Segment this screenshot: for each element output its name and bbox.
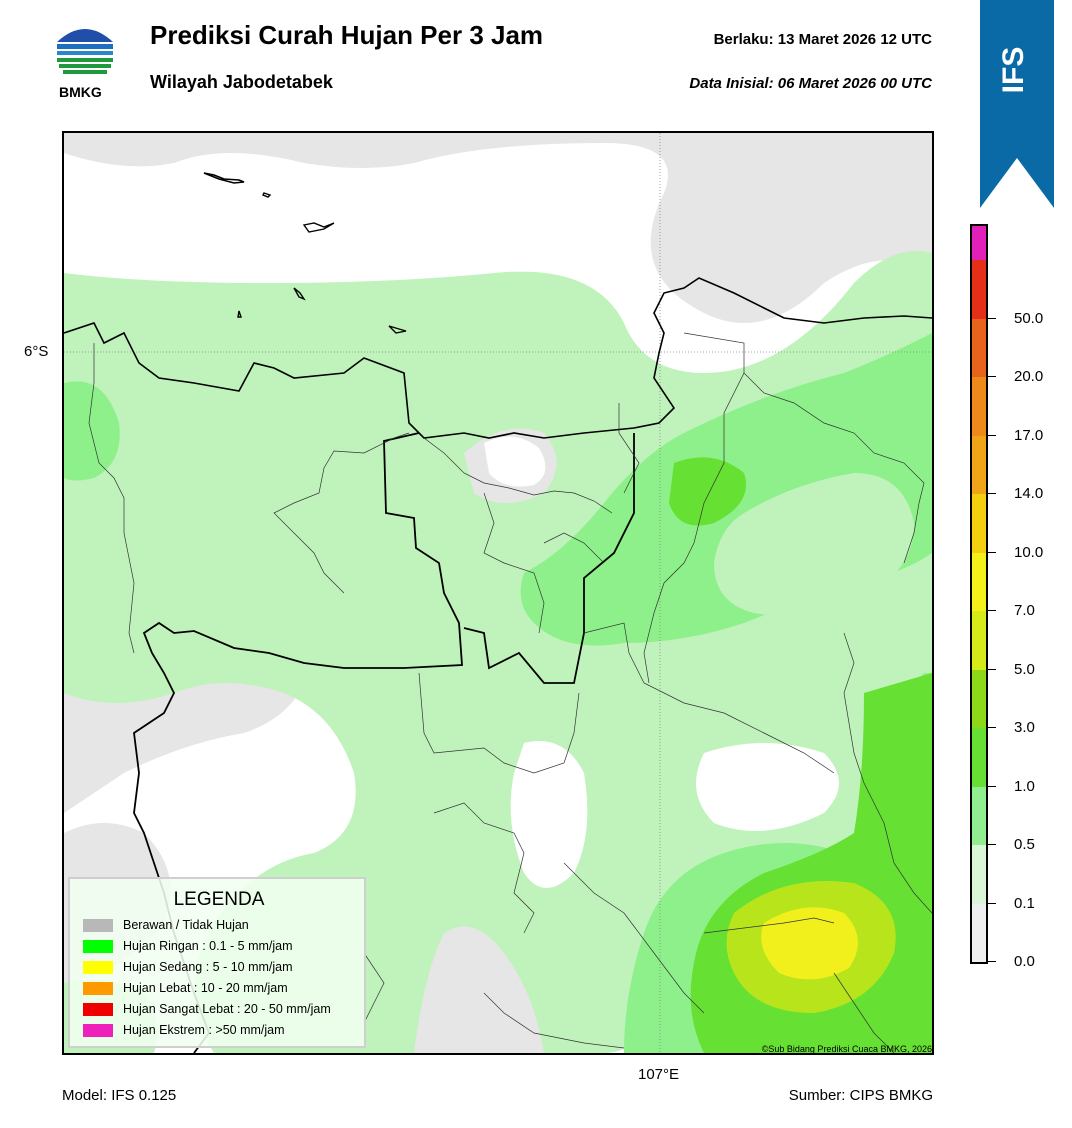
latitude-label: 6°S [24,343,49,360]
longitude-label: 107°E [638,1066,680,1083]
legend-item: Hujan Sedang : 5 - 10 mm/jam [83,959,293,975]
colorbar-tick [986,844,996,845]
legend-item-label: Hujan Lebat : 10 - 20 mm/jam [123,981,288,995]
colorbar-segment [972,669,986,728]
ribbon-shape-icon [980,0,1054,208]
colorbar-segment [972,611,986,670]
colorbar-tick [986,493,996,494]
colorbar-tick [986,551,996,553]
page-title: Prediksi Curah Hujan Per 3 Jam [150,20,544,50]
colorbar-segment [972,377,986,436]
colorbar-tick-label: 10.0 [1014,543,1044,561]
colorbar-tick-label: 7.0 [1014,602,1035,619]
model-info: Model: IFS 0.125 [62,1087,177,1104]
legend-item: Hujan Ringan : 0.1 - 5 mm/jam [83,938,293,954]
colorbar-segment [972,226,986,260]
colorbar-tick-label: 50.0 [1014,309,1044,327]
bmkg-logo [53,20,117,86]
colorbar-segment [972,435,986,494]
colorbar-tick [986,610,996,611]
map-credit: ©Sub Bidang Prediksi Cuaca BMKG, 2026 [761,1044,932,1054]
valid-time: Berlaku: 13 Maret 2026 12 UTC [713,31,932,48]
colorbar [970,224,988,964]
legend-item-label: Hujan Sangat Lebat : 20 - 50 mm/jam [123,1002,331,1016]
legend-item-label: Berawan / Tidak Hujan [123,918,249,932]
colorbar-tick-label: 14.0 [1014,485,1044,502]
colorbar-tick-label: 0.1 [1014,894,1035,912]
legend-swatch [83,939,113,953]
legend-item: Berawan / Tidak Hujan [83,917,249,933]
colorbar-segment [972,845,986,904]
legend-title: LEGENDA [173,889,265,910]
bmkg-logo-icon [55,23,115,83]
colorbar-tick [986,317,996,319]
page-subtitle: Wilayah Jabodetabek [150,72,333,92]
legend-swatch [83,981,113,995]
legend-swatch [83,960,113,974]
legend-item-label: Hujan Ekstrem : >50 mm/jam [123,1023,285,1037]
colorbar-segment [972,728,986,787]
colorbar-tick [986,668,996,670]
colorbar-segment [972,903,986,962]
legend-item-label: Hujan Ringan : 0.1 - 5 mm/jam [123,939,293,953]
colorbar-tick [986,961,996,962]
map-legend: LEGENDA Berawan / Tidak Hujan Hujan Ring… [68,877,366,1048]
legend-item: Hujan Sangat Lebat : 20 - 50 mm/jam [83,1001,331,1017]
colorbar-tick-label: 5.0 [1014,660,1035,678]
logo-text: BMKG [59,84,102,100]
legend-item-label: Hujan Sedang : 5 - 10 mm/jam [123,960,293,974]
colorbar-tick [986,376,996,377]
colorbar-tick-label: 1.0 [1014,777,1035,795]
legend-item: Hujan Lebat : 10 - 20 mm/jam [83,980,288,996]
colorbar-segment [972,552,986,611]
model-ribbon: IFS [980,0,1054,208]
colorbar-tick-label: 3.0 [1014,719,1035,736]
legend-swatch [83,918,113,932]
colorbar-tick [986,785,996,787]
colorbar-tick [986,434,996,436]
colorbar-tick [986,902,996,904]
legend-swatch [83,1002,113,1016]
colorbar-tick [986,727,996,728]
colorbar-tick-label: 20.0 [1014,368,1044,385]
colorbar-tick-label: 0.0 [1014,953,1035,970]
colorbar-tick-label: 0.5 [1014,836,1035,853]
colorbar-segment [972,260,986,319]
colorbar-tick-label: 17.0 [1014,426,1044,444]
legend-item: Hujan Ekstrem : >50 mm/jam [83,1022,285,1038]
data-source: Sumber: CIPS BMKG [788,1087,933,1104]
ribbon-label: IFS [997,46,1030,94]
colorbar-segment [972,786,986,845]
legend-swatch [83,1023,113,1037]
colorbar-segment [972,494,986,553]
init-time: Data Inisial: 06 Maret 2026 00 UTC [689,75,932,92]
colorbar-segment [972,318,986,377]
